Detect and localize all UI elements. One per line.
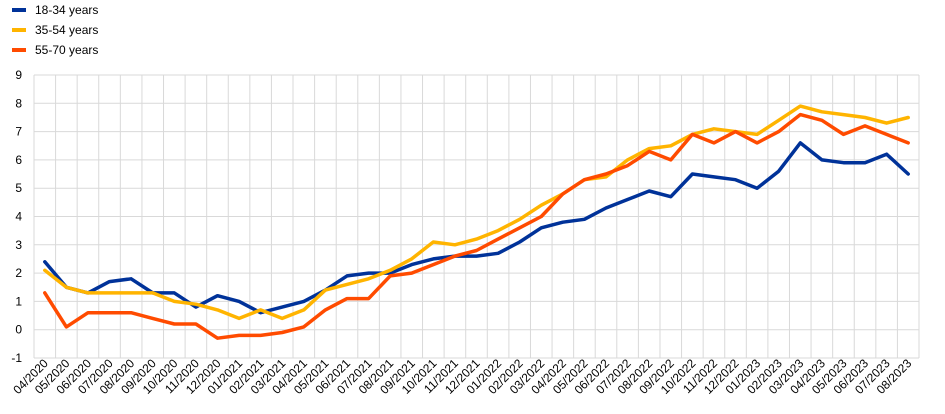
legend-label: 55-70 years <box>35 43 99 57</box>
y-tick-label: -1 <box>11 351 22 365</box>
y-tick-label: 7 <box>15 125 22 139</box>
y-tick-label: 4 <box>15 210 22 224</box>
y-tick-label: 6 <box>15 153 22 167</box>
series-line-35-54-years <box>43 104 910 321</box>
y-tick-label: 3 <box>15 238 22 252</box>
y-tick-label: 8 <box>15 96 22 110</box>
series-line-55-70-years <box>43 112 910 340</box>
legend-swatch <box>12 48 26 52</box>
y-tick-label: 9 <box>15 68 22 82</box>
legend-item-55-70: 55-70 years <box>12 40 98 60</box>
y-tick-label: 0 <box>15 323 22 337</box>
series-line-18-34-years <box>43 141 910 315</box>
y-tick-label: 5 <box>15 181 22 195</box>
legend-swatch <box>12 8 26 12</box>
legend-item-18-34: 18-34 years <box>12 0 98 20</box>
chart-legend: 18-34 years 35-54 years 55-70 years <box>12 0 98 60</box>
y-tick-label: 2 <box>15 266 22 280</box>
legend-swatch <box>12 28 26 32</box>
legend-item-35-54: 35-54 years <box>12 20 98 40</box>
legend-label: 35-54 years <box>35 23 99 37</box>
y-tick-label: 1 <box>15 294 22 308</box>
legend-label: 18-34 years <box>35 3 99 17</box>
